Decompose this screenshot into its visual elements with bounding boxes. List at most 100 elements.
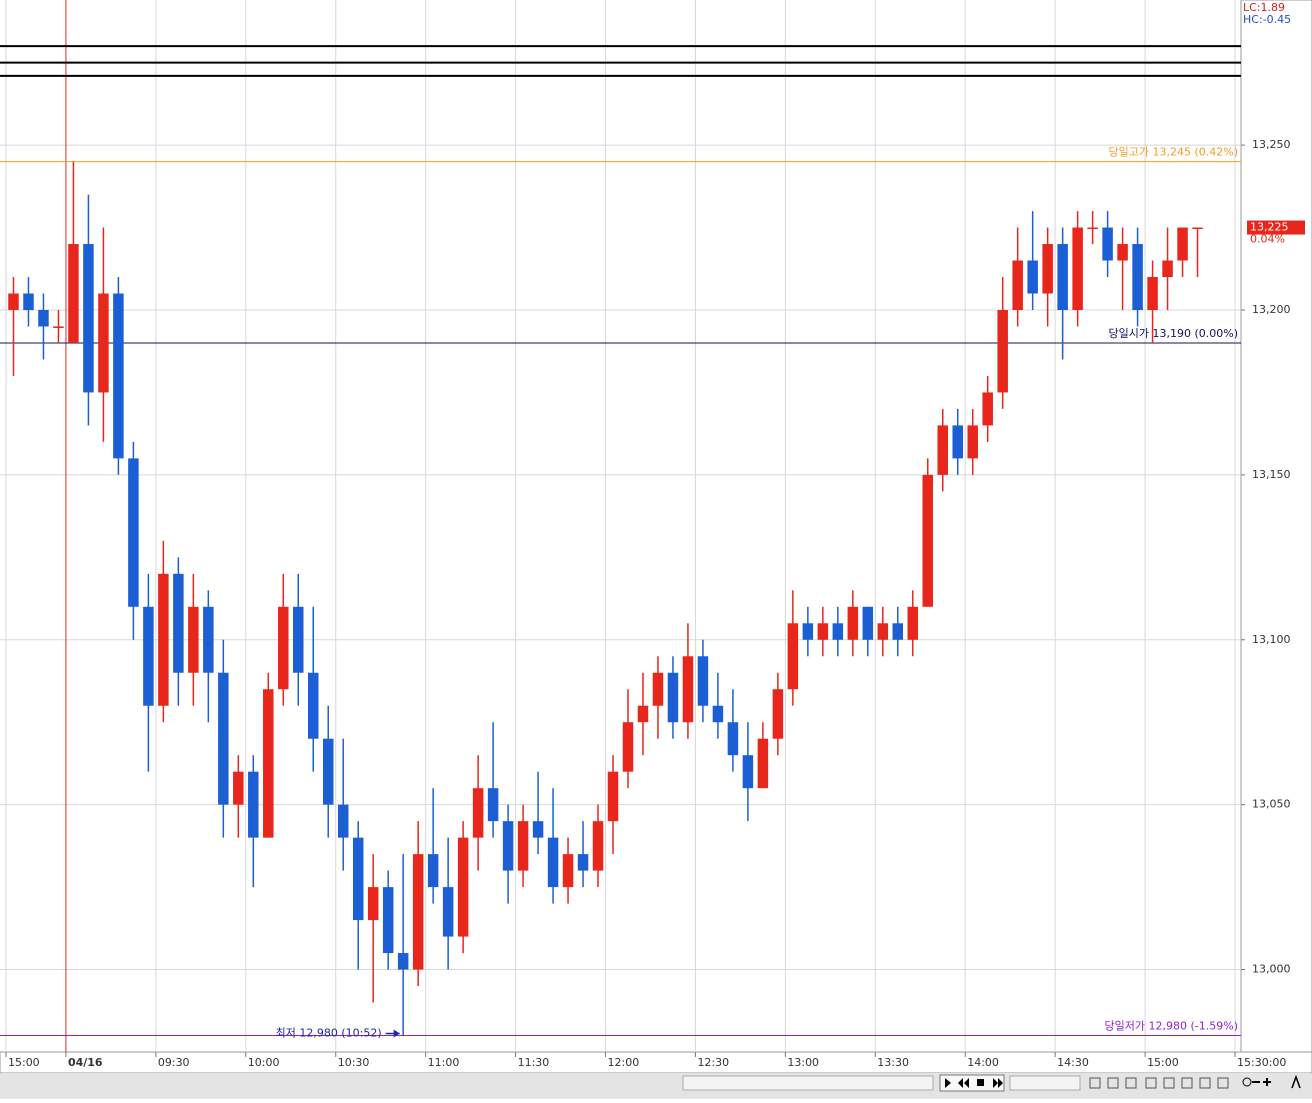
candle-body — [382, 887, 394, 954]
low-arrowhead — [393, 1029, 400, 1038]
candle-body — [802, 623, 814, 640]
candle-body — [1027, 260, 1038, 294]
y-axis-panel — [1240, 0, 1312, 1053]
candle-body — [113, 293, 124, 459]
candle-body — [1072, 227, 1083, 310]
candle-body — [622, 722, 634, 772]
candle-body — [1177, 227, 1188, 261]
x-tick-label: 12:00 — [608, 1056, 640, 1069]
candle-body — [337, 804, 349, 838]
candle-body — [877, 623, 889, 640]
candle-body — [997, 309, 1008, 393]
candle-body — [502, 821, 514, 871]
candle-body — [1192, 227, 1203, 230]
x-tick-label: 15:00 — [8, 1056, 40, 1069]
zoom-slider[interactable] — [1009, 1075, 1081, 1091]
candle-body — [907, 606, 919, 640]
candle-body — [188, 606, 199, 673]
candle-body — [1087, 227, 1098, 230]
candle-body — [457, 837, 469, 937]
price-change: 0.04% — [1250, 233, 1285, 246]
candle-body — [218, 672, 229, 805]
candle-body — [68, 244, 79, 343]
plot: 13,000 13,050 13,100 13,150 13,200 13,250 15:0… — [0, 0, 1305, 1069]
candle-body — [577, 854, 589, 871]
candle-body — [397, 953, 409, 970]
candle-body — [517, 821, 529, 871]
candle-body — [772, 689, 784, 739]
candle-body — [847, 606, 859, 640]
candle-body — [697, 656, 709, 706]
candle-body — [367, 887, 379, 921]
x-tick-label: 11:30 — [518, 1056, 550, 1069]
candle-body — [742, 755, 754, 789]
candle-body — [937, 425, 948, 475]
scrollbar[interactable] — [682, 1075, 934, 1091]
candle-body — [248, 771, 259, 838]
x-tick-label: 13:30 — [877, 1056, 909, 1069]
zoom-icons[interactable] — [1252, 1078, 1271, 1086]
y-tick-label: 13,250 — [1252, 138, 1291, 151]
candle-body — [352, 837, 364, 921]
x-tick-label: 14:00 — [967, 1056, 999, 1069]
candle-body — [682, 656, 694, 723]
candle-body — [158, 573, 169, 706]
toolbar — [0, 1073, 1312, 1099]
candle-body — [263, 689, 274, 838]
candle-body — [562, 854, 574, 888]
font-icon[interactable] — [1291, 1074, 1301, 1089]
candle-body — [637, 705, 649, 723]
candle-body — [308, 672, 319, 739]
candle-body — [412, 854, 424, 970]
y-tick-label: 13,200 — [1252, 303, 1291, 316]
candle-body — [1057, 244, 1068, 310]
search-icon[interactable] — [1242, 1077, 1252, 1087]
candle-body — [173, 573, 184, 673]
reference-label: 당일고가 13,245 (0.42%) — [1109, 145, 1239, 159]
x-tick-label: 04/16 — [68, 1056, 103, 1069]
price-tag — [1247, 220, 1305, 235]
low-annotation: 최저 12,980 (10:52) — [276, 1027, 382, 1040]
candle-body — [592, 821, 604, 871]
x-tick-label: 12:30 — [697, 1056, 729, 1069]
x-tick-label: 14:30 — [1057, 1056, 1089, 1069]
y-tick-label: 13,000 — [1252, 963, 1291, 976]
candle-body — [427, 854, 439, 888]
candle-body — [1102, 227, 1113, 261]
candle-body — [757, 738, 769, 789]
candle-body — [982, 392, 993, 426]
candle-body — [892, 623, 904, 640]
candle-body — [967, 425, 978, 459]
candle-body — [1117, 244, 1128, 261]
tool-icons[interactable] — [1089, 1077, 1229, 1089]
candle-body — [83, 244, 94, 393]
candle-body — [23, 293, 34, 310]
y-tick-label: 13,150 — [1252, 468, 1291, 481]
candle-body — [1162, 260, 1173, 278]
candle-body — [712, 705, 724, 723]
candle-body — [1132, 244, 1143, 310]
candle-body — [727, 722, 739, 756]
candle-body — [143, 606, 154, 706]
candle-body — [472, 788, 484, 838]
candle-body — [787, 623, 799, 690]
playback-buttons[interactable] — [939, 1074, 1005, 1092]
candle-body — [98, 293, 109, 393]
candle-body — [817, 623, 829, 640]
x-tick-label: 10:00 — [248, 1056, 280, 1069]
x-axis-panel — [0, 1051, 1312, 1074]
candle-body — [652, 672, 664, 706]
x-tick-label: 15:00 — [1147, 1056, 1179, 1069]
candle-body — [322, 738, 334, 805]
candle-body — [832, 623, 844, 640]
candle-body — [1012, 260, 1023, 310]
indicator: HC:-0.45 — [1243, 13, 1291, 26]
y-tick-label: 13,100 — [1252, 633, 1291, 646]
x-tick-label: 10:30 — [338, 1056, 370, 1069]
candle-body — [128, 458, 139, 607]
candle-body — [442, 887, 454, 937]
candle-body — [293, 606, 304, 673]
